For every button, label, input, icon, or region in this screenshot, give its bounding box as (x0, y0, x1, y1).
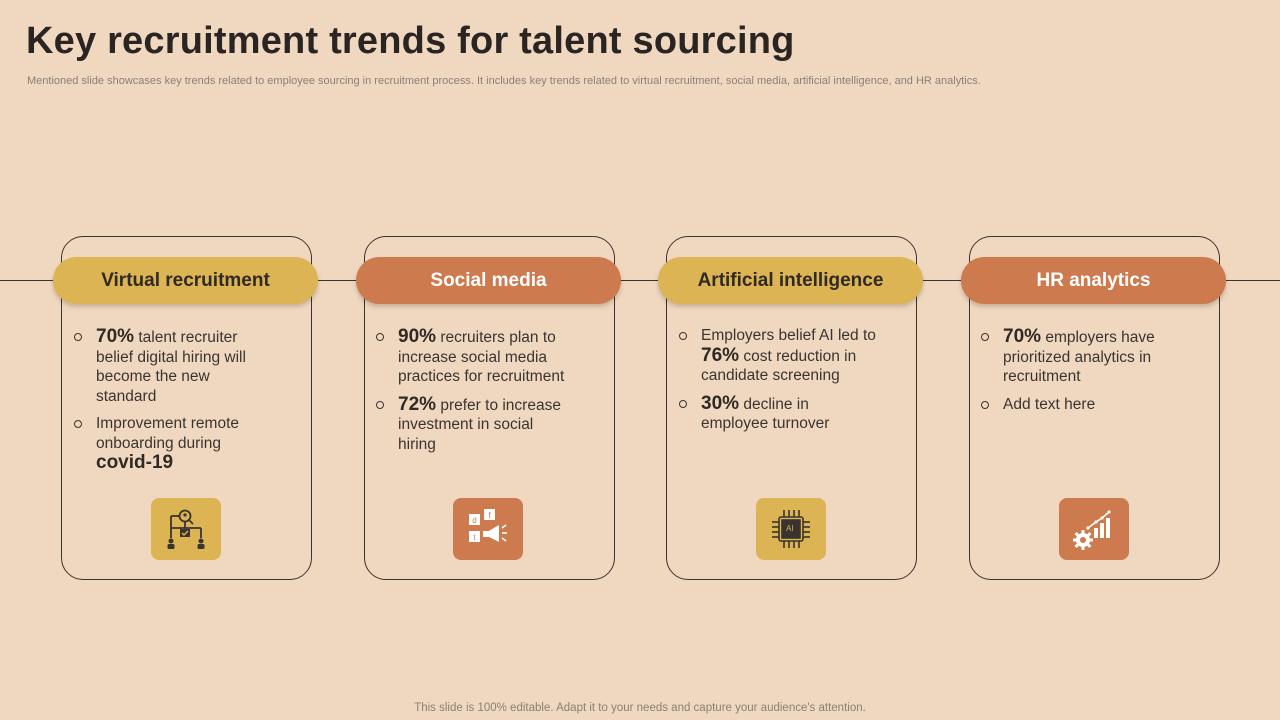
heading-pill-virtual-recruitment: Virtual recruitment (53, 257, 318, 304)
page-subtitle: Mentioned slide showcases key trends rel… (27, 75, 981, 87)
svg-text:d: d (472, 516, 476, 525)
bullet-item: Add text here (981, 395, 1166, 415)
stat-value: 70% (96, 326, 135, 347)
stat-value: 30% (701, 392, 740, 414)
svg-text:f: f (488, 511, 491, 520)
bullet-text: employers have prioritized analytics in … (1003, 329, 1155, 385)
bullet-list-virtual-recruitment: 70% talent recruiter belief digital hiri… (74, 327, 264, 482)
bullet-text: cost reduction in candidate screening (701, 347, 857, 385)
bullet-text: recruiters plan to increase social media… (398, 329, 565, 385)
bullet-text: talent recruiter belief digital hiring w… (96, 329, 246, 405)
bullet-item: 72% prefer to increase investment in soc… (376, 393, 566, 455)
footer-note: This slide is 100% editable. Adapt it to… (414, 702, 866, 714)
heading-pill-social-media: Social media (356, 257, 621, 304)
stat-value: 72% (398, 393, 437, 415)
bullet-list-hr-analytics: 70% employers have prioritized analytics… (981, 327, 1166, 422)
timeline-connector-line (0, 280, 1280, 281)
bullet-list-social-media: 90% recruiters plan to increase social m… (376, 327, 566, 462)
social-megaphone-icon: d f t (453, 498, 523, 560)
bullet-text: Add text here (1003, 395, 1096, 413)
stat-value: 76% (701, 344, 740, 366)
page-title: Key recruitment trends for talent sourci… (26, 20, 795, 62)
bullet-item: 70% employers have prioritized analytics… (981, 327, 1166, 387)
bullet-item: Improvement remote onboarding during cov… (74, 414, 264, 474)
stat-value: 70% (1003, 326, 1042, 347)
bullet-list-artificial-intelligence: Employers belief AI led to 76% cost redu… (679, 326, 879, 442)
bullet-text: decline in employee turnover (701, 395, 830, 433)
stat-value: covid-19 (96, 452, 174, 473)
svg-text:t: t (473, 533, 476, 542)
bullet-item: 30% decline in employee turnover (679, 392, 879, 434)
bullet-item: 90% recruiters plan to increase social m… (376, 327, 566, 387)
ai-chip-label: AI (786, 524, 794, 533)
bullet-item: Employers belief AI led to 76% cost redu… (679, 326, 879, 386)
analytics-gear-icon (1059, 498, 1129, 560)
bullet-text: prefer to increase investment in social … (398, 396, 561, 453)
stat-value: 90% (398, 326, 437, 347)
bullet-text: Employers belief AI led to (701, 327, 876, 344)
bullet-item: 70% talent recruiter belief digital hiri… (74, 327, 264, 406)
heading-pill-artificial-intelligence: Artificial intelligence (658, 257, 923, 304)
org-chart-search-icon (151, 498, 221, 560)
bullet-text: Improvement remote onboarding during (96, 415, 239, 452)
ai-chip-icon: AI (756, 498, 826, 560)
heading-pill-hr-analytics: HR analytics (961, 257, 1226, 304)
